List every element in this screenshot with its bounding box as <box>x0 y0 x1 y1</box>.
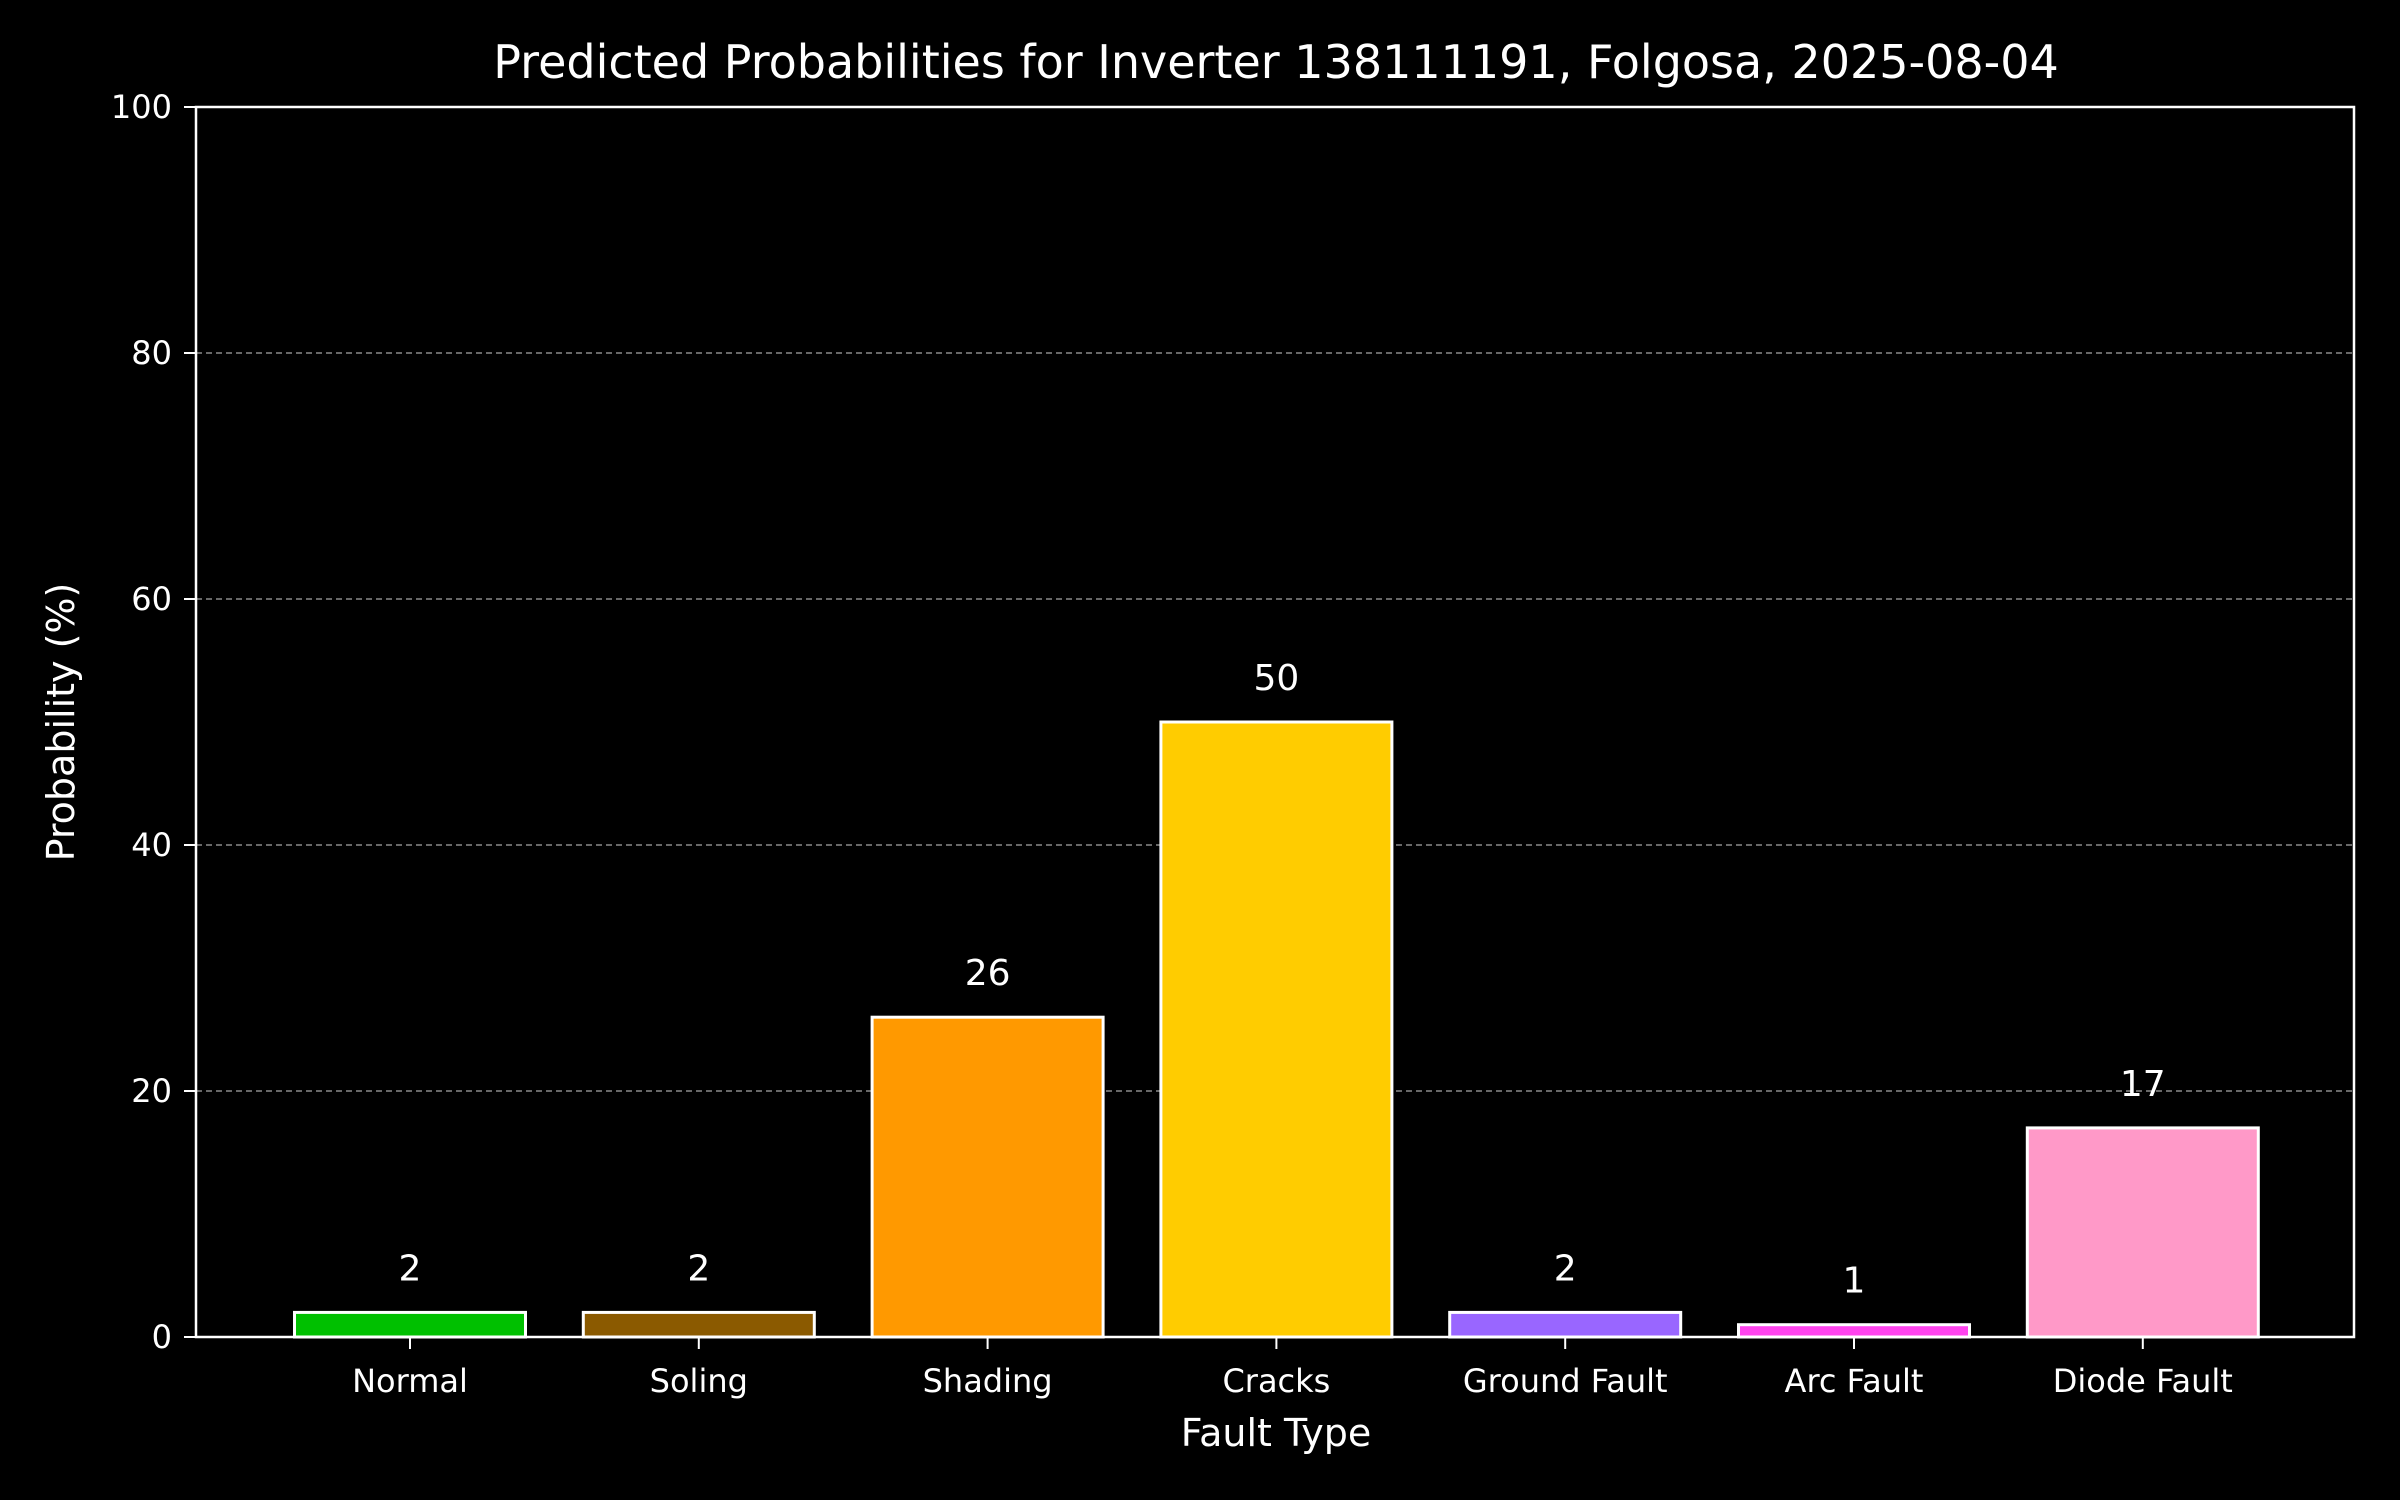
x-tick-label: Normal <box>352 1362 468 1400</box>
data-label: 2 <box>1554 1248 1577 1289</box>
y-tick-label: 20 <box>131 1072 172 1110</box>
y-tick-label: 100 <box>111 88 172 126</box>
y-tick-label: 40 <box>131 826 172 864</box>
bar-shading <box>870 1015 1105 1339</box>
plot-frame <box>194 105 2356 1339</box>
x-tick-label: Shading <box>923 1362 1053 1400</box>
bars <box>293 720 2260 1339</box>
data-label: 2 <box>399 1248 422 1289</box>
y-axis-ticks: 0 20 40 60 80 100 <box>111 88 196 1356</box>
x-axis-label: Fault Type <box>1181 1411 1372 1455</box>
y-axis-label: Probability (%) <box>39 583 83 862</box>
data-label: 50 <box>1253 658 1299 699</box>
data-label: 26 <box>965 953 1011 994</box>
bar-arc-fault <box>1737 1323 1971 1339</box>
x-tick-label: Soling <box>650 1362 748 1400</box>
x-tick-label: Diode Fault <box>2053 1362 2233 1400</box>
bar-soling <box>581 1310 816 1339</box>
y-tick-label: 80 <box>131 334 172 372</box>
y-tick-label: 60 <box>131 580 172 618</box>
x-tick-label: Ground Fault <box>1463 1362 1668 1400</box>
data-label: 2 <box>687 1248 710 1289</box>
bar-diode-fault <box>2025 1126 2260 1339</box>
x-axis-ticks: Normal Soling Shading Cracks Ground Fault Arc… <box>352 1337 2233 1400</box>
bar-cracks <box>1159 720 1394 1339</box>
x-tick-label: Cracks <box>1222 1362 1330 1400</box>
chart-title: Predicted Probabilities for Inverter 138… <box>493 35 2059 89</box>
data-label: 1 <box>1843 1261 1866 1302</box>
y-tick-label: 0 <box>152 1318 172 1356</box>
bar-normal <box>293 1310 527 1339</box>
data-labels: 2 2 26 50 2 1 17 <box>399 658 2166 1302</box>
bar-ground-fault <box>1448 1310 1683 1339</box>
data-label: 17 <box>2120 1064 2166 1105</box>
x-tick-label: Arc Fault <box>1785 1362 1924 1400</box>
